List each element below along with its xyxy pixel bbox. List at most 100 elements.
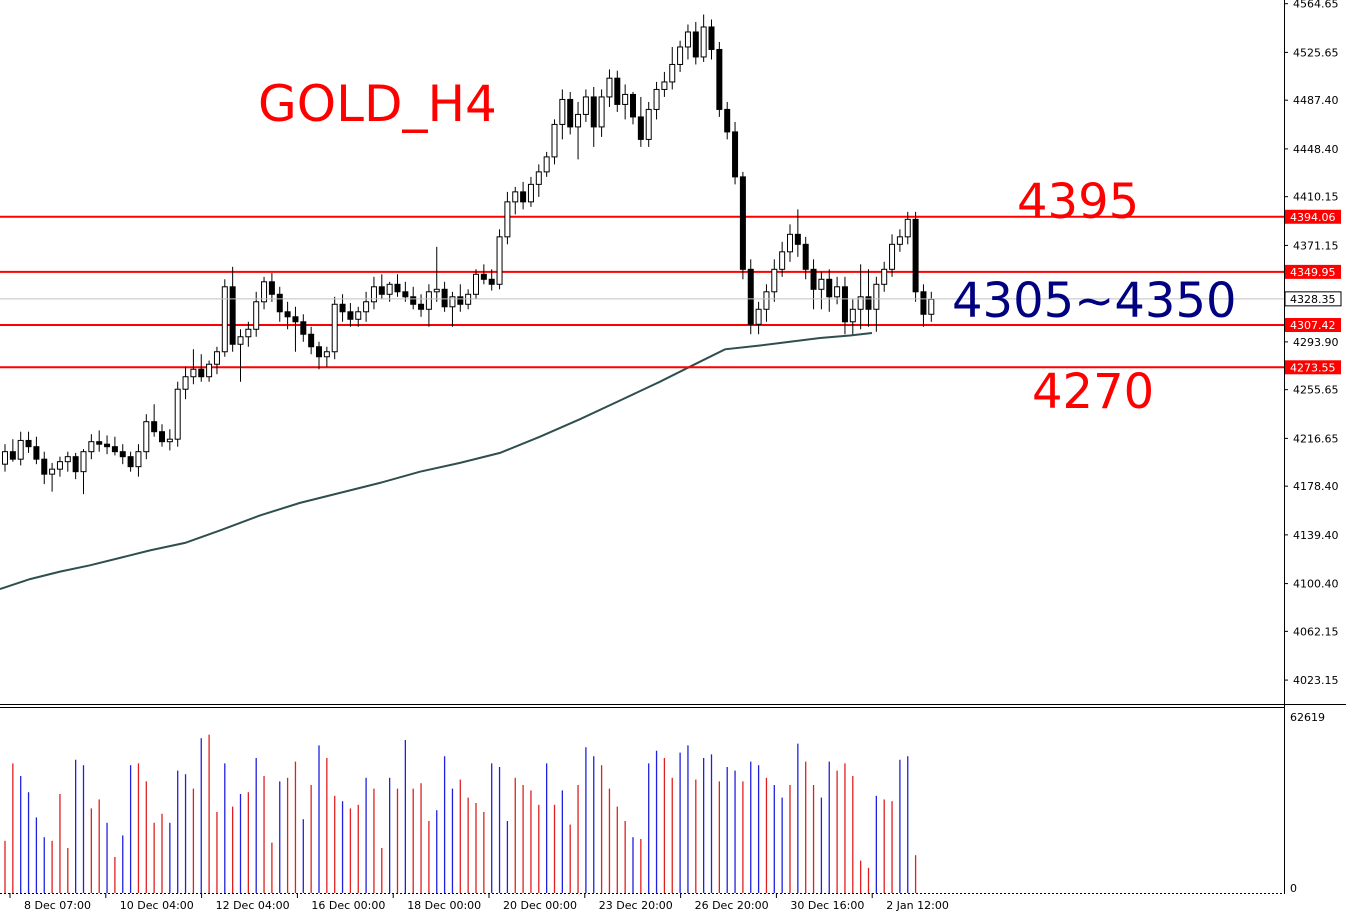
candle bbox=[630, 91, 636, 125]
candle bbox=[818, 271, 825, 310]
candle bbox=[135, 444, 142, 477]
candle-body-bear bbox=[865, 296, 872, 310]
price-tick-label: 4293.90 bbox=[1293, 336, 1339, 349]
candle bbox=[56, 456, 63, 477]
candle-body-bull bbox=[331, 303, 338, 353]
candle bbox=[41, 451, 48, 485]
volume-max-label: 62619 bbox=[1290, 711, 1325, 724]
candle-body-bear bbox=[276, 293, 283, 313]
candle bbox=[661, 71, 668, 97]
candle-body-bear bbox=[802, 243, 809, 270]
candle bbox=[794, 209, 801, 257]
candle-body-bull bbox=[622, 93, 629, 105]
candle bbox=[433, 246, 440, 302]
candle bbox=[88, 434, 95, 460]
candle bbox=[543, 151, 550, 177]
candle-body-bear bbox=[402, 291, 409, 298]
candle-body-bear bbox=[410, 296, 417, 305]
candle bbox=[378, 274, 385, 300]
level-tag bbox=[1285, 317, 1341, 332]
candle-body-bull bbox=[49, 468, 56, 475]
candle bbox=[834, 276, 841, 305]
candle-body-bear bbox=[41, 458, 48, 475]
candle bbox=[449, 291, 456, 327]
candle-body-bull bbox=[80, 451, 87, 473]
candle-body-bear bbox=[119, 451, 126, 458]
candle-body-bull bbox=[237, 336, 244, 345]
candle bbox=[527, 176, 534, 207]
candle-body-bull bbox=[755, 308, 762, 325]
candle-body-bear bbox=[480, 273, 487, 280]
candle-body-bear bbox=[127, 456, 134, 468]
candle-body-bull bbox=[904, 218, 911, 238]
candle-body-bear bbox=[308, 333, 315, 348]
candle-body-bull bbox=[213, 351, 220, 365]
current-price-tag bbox=[1284, 291, 1342, 307]
candlesticks bbox=[2, 14, 935, 495]
candle-body-bull bbox=[449, 296, 456, 308]
candle-body-bull bbox=[928, 298, 935, 315]
candle bbox=[708, 19, 715, 60]
candle bbox=[779, 241, 786, 277]
candle-body-bull bbox=[881, 268, 888, 285]
candle-body-bull bbox=[433, 288, 440, 293]
candle-body-bear bbox=[268, 281, 275, 295]
candle bbox=[308, 326, 315, 355]
candle bbox=[323, 346, 330, 367]
candle bbox=[645, 101, 652, 147]
candle-body-bear bbox=[159, 431, 165, 443]
candle-body-bull bbox=[355, 311, 362, 320]
candle bbox=[575, 101, 582, 160]
price-tick-label: 4525.65 bbox=[1293, 46, 1339, 59]
candle-body-bear bbox=[692, 31, 699, 58]
candle-body-bull bbox=[653, 88, 660, 110]
candle bbox=[96, 430, 103, 452]
price-levels: 4394.06 4349.95 4307.42 4273.55 bbox=[0, 209, 1341, 375]
candle-body-bear bbox=[716, 48, 723, 110]
candle bbox=[551, 119, 558, 165]
candle bbox=[857, 264, 864, 330]
level-tag bbox=[1285, 264, 1341, 279]
candle bbox=[520, 181, 527, 210]
candle bbox=[17, 431, 24, 466]
candle-body-bear bbox=[747, 268, 754, 325]
candle-body-bull bbox=[857, 296, 864, 310]
candle-body-bear bbox=[520, 191, 527, 203]
candle bbox=[119, 444, 126, 465]
annotation-range: 4305~4350 bbox=[952, 273, 1237, 329]
time-tick-label: 2 Jan 12:00 bbox=[886, 899, 949, 912]
candle-body-bull bbox=[473, 273, 479, 295]
time-tick-label: 16 Dec 00:00 bbox=[311, 899, 385, 912]
candle bbox=[104, 435, 111, 455]
time-tick-label: 10 Dec 04:00 bbox=[120, 899, 194, 912]
candle-body-bear bbox=[739, 176, 746, 270]
candle bbox=[49, 462, 56, 492]
candle bbox=[732, 121, 739, 185]
candle-body-bull bbox=[370, 286, 377, 303]
candle-body-bull bbox=[818, 278, 825, 290]
candle-body-bull bbox=[135, 451, 142, 468]
candle-body-bear bbox=[339, 303, 346, 313]
candle bbox=[206, 360, 213, 382]
level-tag-label: 4349.95 bbox=[1290, 266, 1336, 279]
price-tick-label: 4023.15 bbox=[1293, 674, 1339, 687]
candle bbox=[143, 414, 150, 460]
annotation-resistance: 4395 bbox=[1017, 174, 1139, 230]
candle-body-bear bbox=[732, 131, 739, 178]
price-tick-label: 4448.40 bbox=[1293, 143, 1339, 156]
time-tick-label: 23 Dec 20:00 bbox=[599, 899, 673, 912]
candle-body-bear bbox=[567, 98, 574, 128]
candle-body-bull bbox=[700, 26, 707, 58]
candle-body-bear bbox=[637, 116, 644, 140]
candle-body-bull bbox=[889, 243, 896, 270]
level-tag-label: 4307.42 bbox=[1290, 319, 1336, 332]
candle bbox=[653, 81, 660, 120]
candle-body-bear bbox=[708, 26, 715, 50]
candle-body-bull bbox=[575, 113, 582, 128]
candle bbox=[865, 269, 872, 327]
candle bbox=[606, 69, 613, 107]
annotation-support: 4270 bbox=[1032, 364, 1154, 420]
candle-body-bull bbox=[190, 368, 197, 378]
candle-body-bull bbox=[143, 421, 150, 453]
